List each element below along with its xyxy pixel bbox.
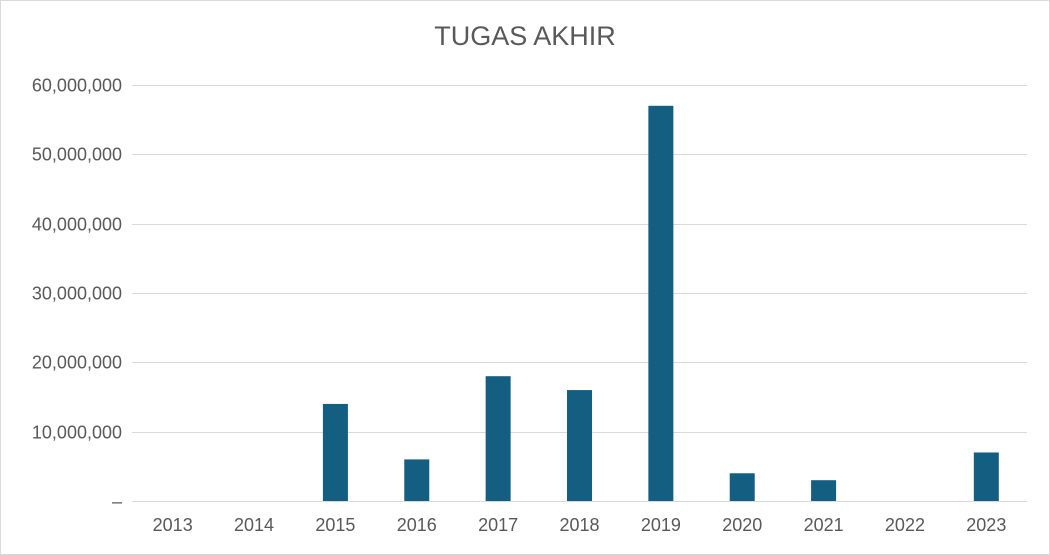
y-tick-label: 60,000,000 <box>32 76 122 96</box>
x-tick-label: 2022 <box>885 515 925 535</box>
x-tick-label: 2013 <box>153 515 193 535</box>
bar-2019 <box>648 105 674 502</box>
y-tick-label: 40,000,000 <box>32 215 122 235</box>
x-axis-ticks: 2013 2014 2015 2016 2017 2018 2019 2020 2021 2022… <box>153 515 1007 535</box>
y-tick-label: 50,000,000 <box>32 145 122 165</box>
gridlines <box>132 85 1027 502</box>
bar-2018 <box>567 390 592 501</box>
x-tick-label: 2014 <box>234 515 274 535</box>
x-tick-label: 2017 <box>478 515 518 535</box>
y-tick-label: – <box>112 492 122 512</box>
x-tick-label: 2016 <box>397 515 437 535</box>
bar-2021 <box>811 480 837 501</box>
bar-2023 <box>973 452 999 501</box>
chart-title: TUGAS AKHIR <box>434 21 616 51</box>
bars <box>322 105 999 502</box>
bar-2015 <box>322 403 348 501</box>
x-tick-label: 2015 <box>315 515 355 535</box>
y-tick-label: 30,000,000 <box>32 284 122 304</box>
x-tick-label: 2021 <box>804 515 844 535</box>
y-tick-label: 20,000,000 <box>32 353 122 373</box>
bar-2017 <box>485 376 511 501</box>
x-tick-label: 2018 <box>559 515 599 535</box>
x-tick-label: 2019 <box>641 515 681 535</box>
bar-2020 <box>729 473 755 501</box>
bar-2016 <box>404 459 430 501</box>
y-axis-ticks: – 10,000,000 20,000,000 30,000,000 40,000,00… <box>32 76 122 512</box>
y-tick-label: 10,000,000 <box>32 423 122 443</box>
x-tick-label: 2023 <box>966 515 1006 535</box>
x-tick-label: 2020 <box>722 515 762 535</box>
